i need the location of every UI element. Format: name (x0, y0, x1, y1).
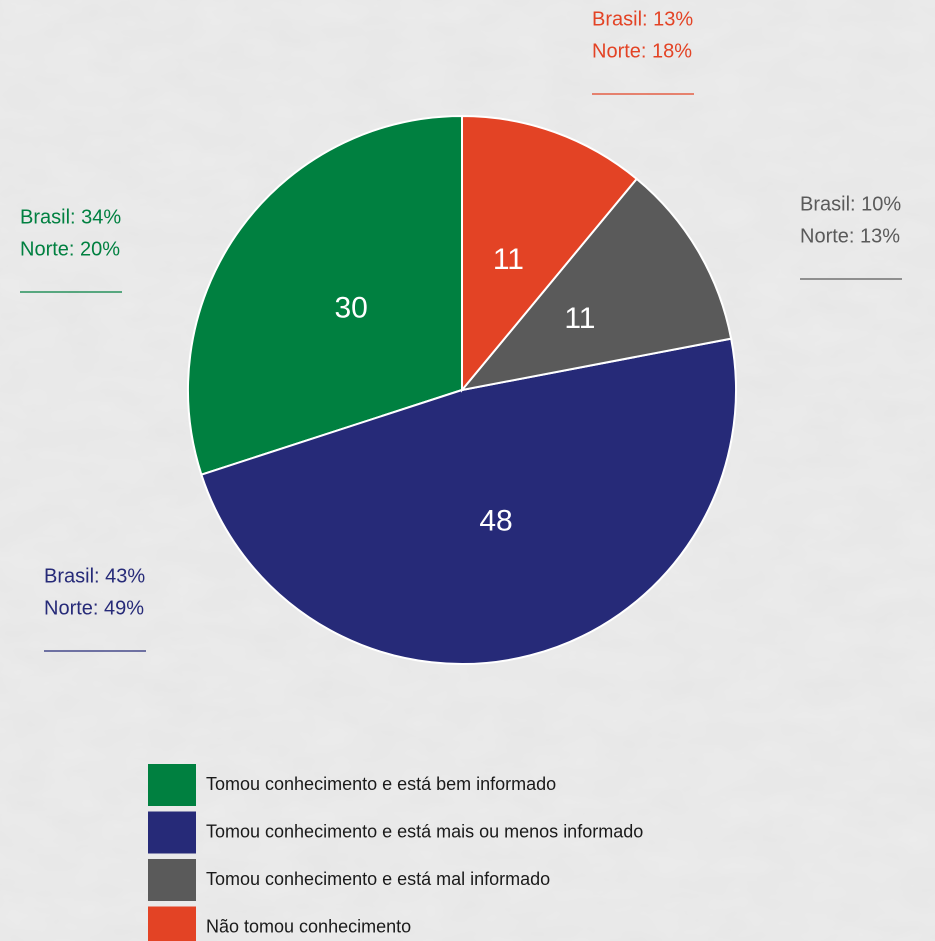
annotation: Brasil: 34% (20, 206, 121, 228)
slice-label: 30 (334, 291, 367, 324)
legend-label: Tomou conhecimento e está mais ou menos … (206, 821, 643, 841)
pie-slice (459, 177, 733, 392)
slice-label: 48 (479, 505, 512, 538)
legend-swatch (148, 811, 196, 854)
legend-label: Tomou conhecimento e está mal informado (206, 869, 550, 889)
annotation: Brasil: 13% (592, 8, 693, 30)
annotation: Brasil: 43% (44, 565, 145, 587)
legend-swatch (148, 764, 196, 806)
legend-swatch (148, 859, 196, 901)
pie-slice (187, 114, 463, 476)
annotation: Norte: 49% (44, 597, 144, 619)
pie-slice (461, 114, 639, 393)
legend-label: Não tomou conhecimento (206, 916, 411, 936)
slice-label: 11 (564, 302, 595, 335)
annotation: Norte: 13% (800, 225, 900, 247)
slice-label: 11 (493, 243, 524, 276)
legend-swatch (148, 906, 196, 941)
annotation: Norte: 18% (592, 40, 692, 62)
annotation: Norte: 20% (20, 238, 120, 260)
pie-slice (200, 337, 737, 665)
legend-label: Tomou conhecimento e está bem informado (206, 774, 556, 794)
annotation: Brasil: 10% (800, 193, 901, 215)
